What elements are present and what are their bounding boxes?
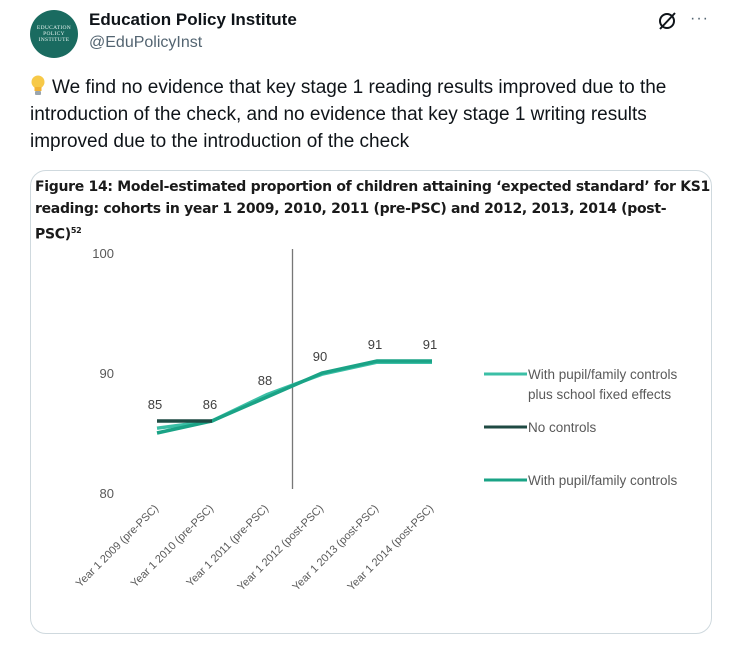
avatar-text-line-2: POLICY — [43, 31, 65, 37]
legend-label: With pupil/family controls — [528, 473, 678, 488]
chart-title-text: Figure 14: Model-estimated proportion of… — [35, 179, 710, 243]
legend-label: With pupil/family controls plus school fi… — [528, 367, 678, 402]
avatar-text-line-3: INSTITUTE — [38, 37, 70, 43]
data-label: 86 — [203, 397, 217, 412]
series-line — [156, 360, 432, 430]
y-tick-label: 100 — [92, 246, 114, 261]
chart-title: Figure 14: Model-estimated proportion of… — [35, 176, 711, 246]
footnote-mark: 52 — [70, 226, 82, 235]
legend-label-line: No controls — [528, 420, 597, 435]
y-tick-label: 80 — [100, 486, 114, 501]
more-options-button[interactable]: ··· — [690, 10, 709, 27]
author-name[interactable]: Education Policy Institute — [89, 10, 297, 29]
grok-icon[interactable] — [656, 10, 678, 32]
data-label: 91 — [368, 337, 382, 352]
data-label: 85 — [148, 397, 162, 412]
legend-label-line: With pupil/family controls — [528, 367, 678, 382]
avatar[interactable]: EDUCATION POLICY INSTITUTE — [30, 10, 78, 58]
legend-label-line: With pupil/family controls — [528, 473, 678, 488]
tweet-text: We find no evidence that key stage 1 rea… — [30, 74, 710, 155]
legend-label: No controls — [528, 420, 597, 435]
series-line — [156, 359, 432, 435]
lightbulb-icon — [31, 75, 45, 95]
tweet-body: We find no evidence that key stage 1 rea… — [30, 77, 667, 152]
y-tick-label: 90 — [100, 366, 114, 381]
data-label: 91 — [423, 337, 437, 352]
author-handle[interactable]: @EduPolicyInst — [89, 34, 203, 51]
data-label: 90 — [313, 349, 327, 364]
media-card[interactable]: Figure 14: Model-estimated proportion of… — [30, 170, 712, 634]
data-label: 88 — [258, 373, 272, 388]
avatar-text-line-1: EDUCATION — [36, 25, 72, 31]
legend-label-line: plus school fixed effects — [528, 387, 671, 402]
